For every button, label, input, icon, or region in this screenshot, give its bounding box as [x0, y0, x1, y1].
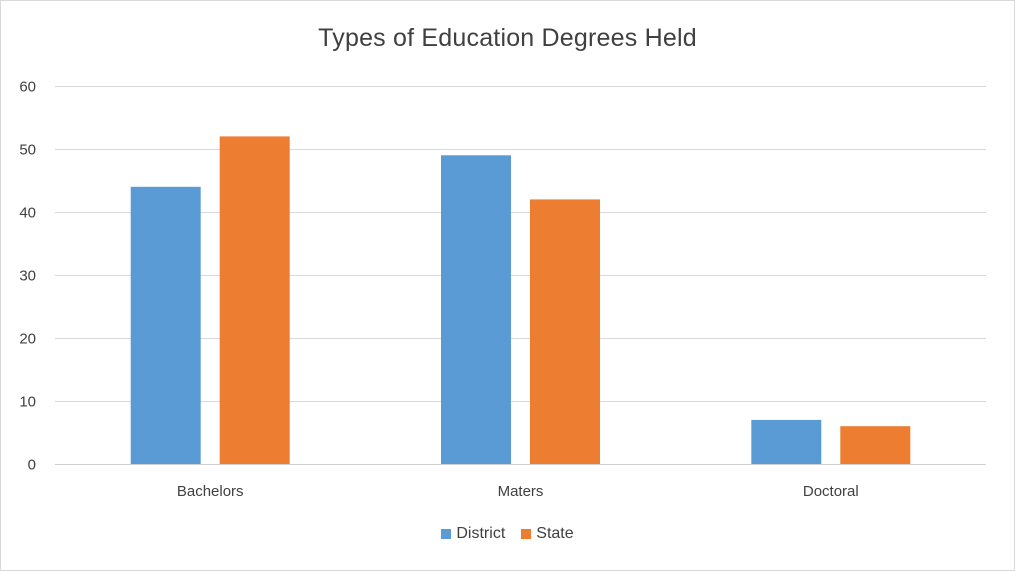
- bar-state-maters: [530, 199, 600, 464]
- bar-district-maters: [441, 155, 511, 465]
- legend-item-district: District: [441, 525, 505, 543]
- legend-item-state: State: [521, 525, 574, 543]
- y-tick-label-60: 60: [19, 79, 36, 96]
- legend: District State: [0, 525, 1015, 543]
- x-tick-label-doctoral: Doctoral: [803, 483, 859, 500]
- y-tick-label-0: 0: [28, 457, 36, 474]
- x-tick-label-bachelors: Bachelors: [177, 483, 244, 500]
- chart-title: Types of Education Degrees Held: [318, 24, 697, 52]
- x-tick-label-maters: Maters: [498, 483, 544, 500]
- bars: [130, 136, 911, 465]
- y-tick-label-30: 30: [19, 268, 36, 285]
- legend-swatch-state: [521, 529, 532, 539]
- legend-swatch-district: [441, 529, 452, 539]
- bar-state-bachelors: [219, 136, 290, 464]
- legend-label-state: State: [536, 525, 574, 542]
- y-tick-label-50: 50: [19, 142, 36, 159]
- bar-district-doctoral: [751, 419, 822, 464]
- x-axis-tick-labels: Bachelors Maters Doctoral: [177, 483, 859, 500]
- bar-district-bachelors: [130, 186, 201, 465]
- bar-state-doctoral: [840, 426, 911, 464]
- y-tick-label-10: 10: [19, 394, 36, 411]
- y-tick-label-40: 40: [19, 205, 36, 222]
- y-tick-label-20: 20: [19, 331, 36, 348]
- gridlines: [55, 86, 986, 465]
- legend-label-district: District: [456, 525, 506, 542]
- y-axis-tick-labels: 0 10 20 30 40 50 60: [19, 79, 36, 474]
